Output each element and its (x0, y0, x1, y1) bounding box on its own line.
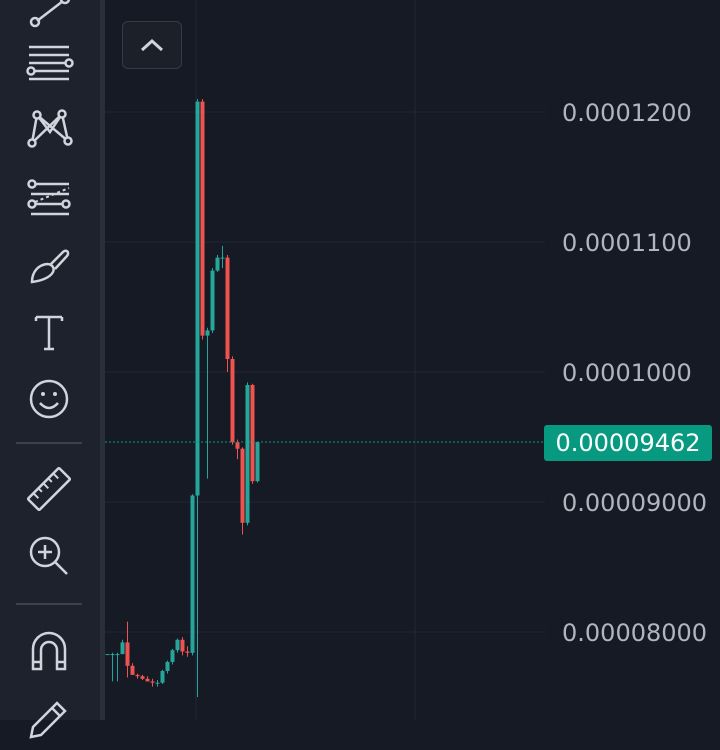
candle-body (200, 101, 205, 336)
brush-tool[interactable] (18, 233, 80, 295)
candle-body (155, 682, 160, 684)
candle-body (255, 441, 260, 482)
ruler-tool[interactable] (18, 458, 80, 520)
candle-body (120, 642, 125, 655)
trend-line-icon (29, 0, 71, 28)
toolbar-divider (16, 603, 82, 605)
candle-body (235, 442, 240, 449)
candle-body (205, 330, 210, 336)
candle-body (195, 101, 200, 496)
candle-body (175, 639, 180, 651)
candle-body (125, 642, 130, 666)
trend-line-tool[interactable] (18, 0, 80, 34)
candle-body (190, 495, 195, 653)
drawing-toolbar (0, 0, 100, 739)
candle-body (115, 654, 120, 656)
y-axis-tick-label: 0.0001000 (562, 359, 692, 387)
candle-body (180, 639, 185, 652)
candle-body (140, 676, 145, 679)
toolbar-divider (16, 442, 82, 444)
pattern-icon (27, 109, 73, 148)
y-axis-tick-label: 0.00008000 (562, 619, 707, 647)
ruler-icon (26, 466, 72, 512)
brush-icon (30, 249, 70, 284)
candle-body (110, 654, 115, 656)
candle-body (240, 448, 245, 523)
candle-body (105, 654, 110, 656)
y-axis-tick-label: 0.0001100 (562, 229, 692, 257)
toolbar-border (100, 0, 105, 720)
candle-body (145, 678, 150, 682)
zoom-in-icon (29, 536, 68, 575)
current-price-label: 0.00009462 (544, 425, 712, 461)
magnet-icon (31, 631, 67, 671)
candle-body (185, 651, 190, 653)
fib-retracement-tool[interactable] (18, 30, 80, 92)
y-axis-tick-label: 0.0001200 (562, 99, 692, 127)
chevron-up-icon (140, 38, 164, 52)
emoji-icon (29, 379, 69, 419)
candle-body (230, 359, 235, 443)
candle-body (150, 681, 155, 683)
candle-body (165, 661, 170, 671)
forecast-icon (27, 179, 71, 216)
fib-retracement-icon (26, 45, 74, 81)
candle-body (130, 665, 135, 675)
pattern-tool[interactable] (18, 96, 80, 158)
emoji-tool[interactable] (18, 368, 80, 430)
forecast-tool[interactable] (18, 167, 80, 229)
candle-body (215, 257, 220, 271)
zoom-in-tool[interactable] (18, 525, 80, 587)
price-chart[interactable]: 0.0001200 0.0001100 0.0001000 0.00009000 0.0… (0, 0, 720, 720)
candle-body (170, 650, 175, 662)
candle-body (225, 257, 230, 359)
candle-body (220, 257, 225, 259)
text-icon (34, 315, 64, 351)
y-axis-tick-label: 0.00009000 (562, 489, 707, 517)
candle-body (210, 270, 215, 331)
text-tool[interactable] (18, 300, 80, 362)
candle-body (135, 674, 140, 677)
magnet-tool[interactable] (18, 619, 80, 681)
candle-body (245, 385, 250, 523)
candle-body (160, 671, 165, 683)
collapse-button[interactable] (122, 21, 182, 69)
candle-body (250, 385, 255, 482)
